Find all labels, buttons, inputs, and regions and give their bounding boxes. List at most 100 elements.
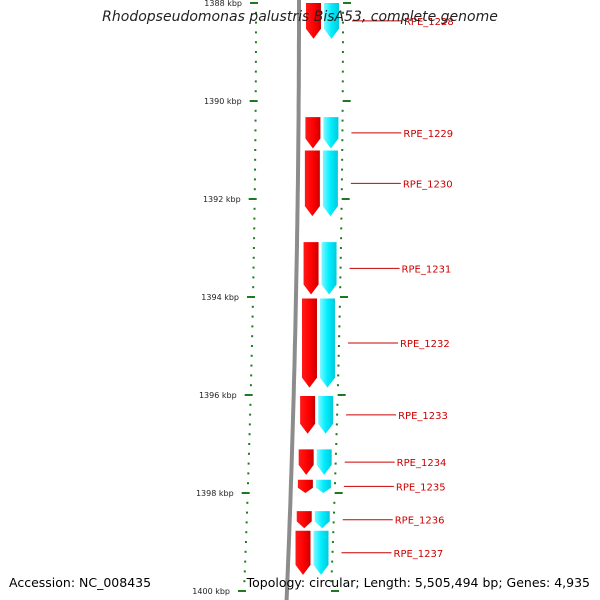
map-title: Rhodopseudomonas palustris BisA53, compl… xyxy=(102,9,498,25)
minor-tick xyxy=(250,374,253,377)
minor-tick xyxy=(252,266,255,269)
minor-tick xyxy=(245,511,248,514)
minor-tick xyxy=(254,41,257,44)
minor-tick xyxy=(332,511,335,514)
tick-marks: 1388 kbp 1390 kbp 1392 kbp 1394 kbp 1396 kbp… xyxy=(192,0,351,596)
minor-tick xyxy=(244,541,247,543)
minor-tick xyxy=(249,403,252,406)
orf-arrow xyxy=(319,298,335,388)
minor-tick xyxy=(244,560,247,563)
minor-tick xyxy=(246,482,249,485)
gene-label: RPE_1229 xyxy=(403,129,453,140)
minor-tick xyxy=(251,335,254,338)
minor-tick xyxy=(332,531,335,534)
minor-tick xyxy=(341,119,344,122)
minor-tick xyxy=(254,60,257,63)
gene-label: RPE_1230 xyxy=(403,179,453,190)
minor-tick xyxy=(338,305,341,308)
minor-tick xyxy=(337,354,340,357)
orf-arrow xyxy=(313,530,329,575)
minor-tick xyxy=(341,168,344,171)
minor-tick xyxy=(330,570,333,573)
minor-tick xyxy=(337,345,340,347)
minor-tick xyxy=(253,227,256,230)
minor-tick xyxy=(244,550,247,553)
minor-tick xyxy=(245,531,248,534)
minor-tick xyxy=(337,364,340,367)
minor-tick xyxy=(336,403,339,406)
gene-label: RPE_1228 xyxy=(404,17,454,28)
minor-tick xyxy=(254,51,257,53)
minor-tick xyxy=(253,178,256,181)
genome-summary-text: Topology: circular; Length: 5,505,494 bp… xyxy=(246,575,590,590)
gene-label: RPE_1232 xyxy=(400,339,450,350)
accession-text: Accession: NC_008435 xyxy=(9,575,152,590)
minor-tick xyxy=(254,80,257,83)
cds-arrow xyxy=(297,479,313,493)
minor-tick xyxy=(332,521,335,524)
minor-tick xyxy=(254,158,257,161)
cds-arrow xyxy=(295,530,311,575)
minor-tick xyxy=(339,256,342,259)
orf-arrow xyxy=(314,511,330,529)
minor-tick xyxy=(338,335,341,338)
scale-tick-label: 1388 kbp xyxy=(204,0,242,8)
minor-tick xyxy=(253,237,256,240)
minor-tick xyxy=(254,168,257,171)
minor-tick xyxy=(335,433,338,436)
gene-label: RPE_1235 xyxy=(396,482,446,493)
minor-tick xyxy=(341,90,344,93)
minor-tick xyxy=(250,345,253,347)
minor-tick xyxy=(333,501,336,504)
minor-tick xyxy=(252,286,255,289)
minor-tick xyxy=(253,217,256,220)
scale-tick-label: 1394 kbp xyxy=(201,293,239,302)
scale-tick-label: 1398 kbp xyxy=(196,489,234,498)
cds-arrow xyxy=(296,511,312,529)
minor-tick xyxy=(254,70,257,73)
orf-arrow xyxy=(316,449,332,475)
minor-tick xyxy=(338,325,341,328)
minor-tick xyxy=(331,560,334,563)
minor-tick xyxy=(252,276,255,279)
minor-tick xyxy=(333,482,336,485)
minor-tick xyxy=(243,570,246,573)
gene-label: RPE_1234 xyxy=(397,458,447,469)
orf-arrow xyxy=(322,150,338,217)
minor-tick xyxy=(339,286,342,289)
minor-tick xyxy=(335,443,338,445)
minor-tick xyxy=(341,70,344,73)
gene-label: RPE_1231 xyxy=(402,264,452,275)
minor-tick xyxy=(254,31,257,34)
orf-arrow xyxy=(323,3,339,39)
minor-tick xyxy=(247,462,250,465)
minor-tick xyxy=(341,11,344,14)
minor-tick xyxy=(250,364,253,367)
minor-tick xyxy=(252,247,255,249)
minor-tick xyxy=(248,443,251,445)
minor-tick xyxy=(340,207,343,210)
minor-tick xyxy=(339,276,342,279)
gene-labels: RPE_1228 RPE_1229 RPE_1230 RPE_1231 RPE_1232… xyxy=(341,17,454,560)
minor-tick xyxy=(340,217,343,220)
minor-tick xyxy=(340,227,343,230)
orf-arrow xyxy=(321,242,337,295)
cds-arrow xyxy=(305,3,321,39)
minor-tick xyxy=(341,129,344,132)
orf-arrow xyxy=(323,117,339,149)
minor-tick xyxy=(254,149,257,151)
minor-tick xyxy=(252,256,255,259)
minor-tick xyxy=(248,433,251,436)
minor-tick xyxy=(331,541,334,543)
minor-tick xyxy=(330,580,333,583)
cds-arrow xyxy=(301,298,317,388)
scale-tick-label: 1396 kbp xyxy=(199,391,237,400)
scale-tick-label: 1400 kbp xyxy=(192,587,230,596)
minor-tick xyxy=(341,60,344,63)
minor-tick xyxy=(340,188,343,191)
backbone-line xyxy=(284,0,301,600)
minor-tick xyxy=(336,413,339,416)
minor-tick xyxy=(341,21,344,24)
minor-tick xyxy=(340,237,343,240)
